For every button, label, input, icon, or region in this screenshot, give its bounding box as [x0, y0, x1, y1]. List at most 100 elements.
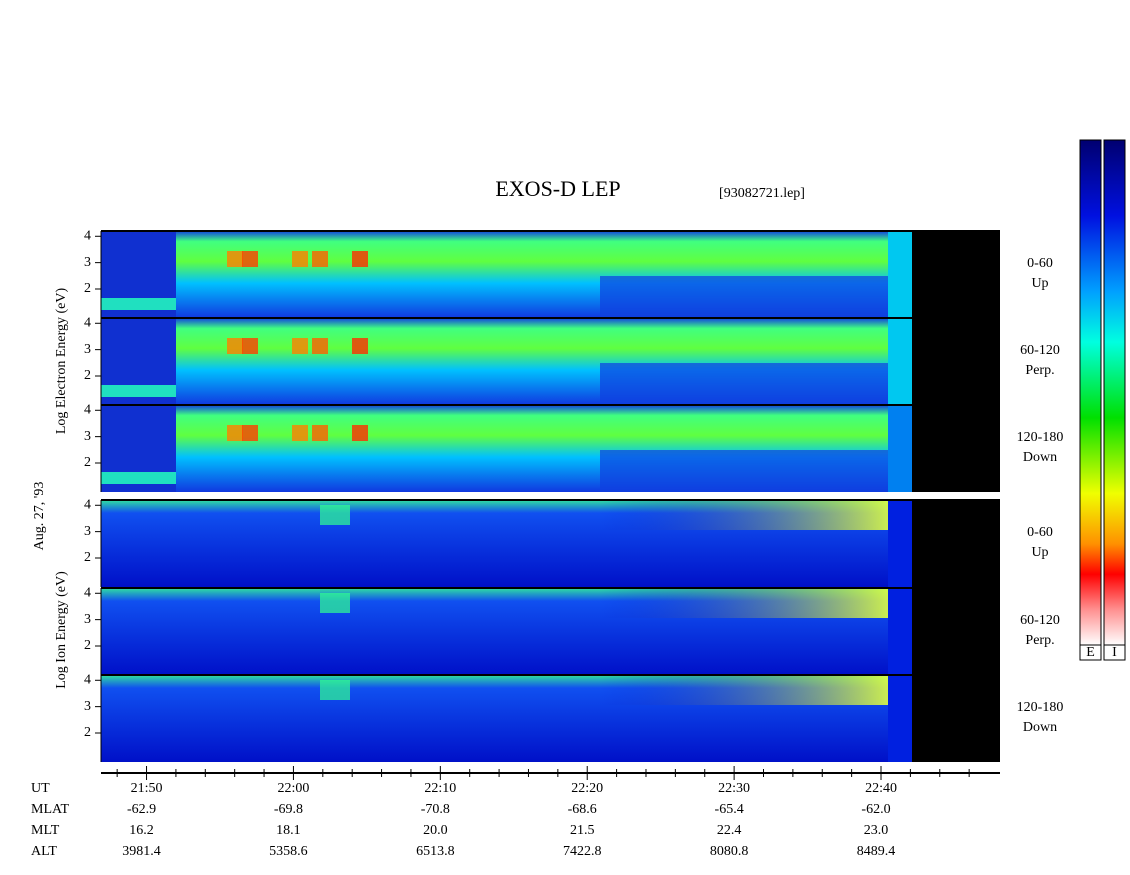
- x-tick-label: 22:40: [865, 781, 897, 796]
- colorbar: [1103, 139, 1126, 646]
- panel-label: Up: [1031, 545, 1048, 560]
- spectrogram: [101, 298, 176, 310]
- spectrogram: [352, 251, 368, 267]
- orbit-value: 21.5: [570, 823, 595, 838]
- orbit-value: 20.0: [423, 823, 448, 838]
- spectrogram-edge: [888, 675, 912, 762]
- y-tick-label: 2: [84, 550, 91, 565]
- spectrogram: [292, 425, 308, 441]
- spectrogram: [600, 500, 888, 530]
- panel-label: 120-180: [1017, 700, 1064, 715]
- colorbar-label: I: [1112, 645, 1117, 660]
- y-tick-label: 4: [84, 228, 91, 243]
- spectrogram: [320, 593, 350, 613]
- panel-label: 60-120: [1020, 613, 1060, 628]
- orbit-value: -69.8: [274, 802, 303, 817]
- y-tick-label: 2: [84, 281, 91, 296]
- orbit-value: 7422.8: [563, 844, 602, 859]
- colorbar: [1079, 139, 1102, 646]
- y-axis-label: Log Electron Energy (eV): [54, 288, 69, 435]
- panel-label: Down: [1023, 450, 1057, 465]
- panel-label: Up: [1031, 276, 1048, 291]
- orbit-value: -70.8: [421, 802, 450, 817]
- spectrogram: [101, 385, 176, 397]
- colorbar-label-box: [1103, 644, 1126, 661]
- orbit-value: -62.9: [127, 802, 156, 817]
- spectrogram: [227, 251, 243, 267]
- spectrogram: [600, 675, 888, 705]
- panel-label: 60-120: [1020, 343, 1060, 358]
- spectrogram: [320, 505, 350, 525]
- y-tick-label: 3: [84, 612, 91, 627]
- spectrogram: [227, 425, 243, 441]
- orbit-value: -65.4: [715, 802, 744, 817]
- spectrogram: [600, 588, 888, 618]
- y-tick-label: 4: [84, 497, 91, 512]
- date-label: Aug. 27, '93: [32, 482, 47, 551]
- spectrogram: [600, 276, 888, 318]
- y-tick-label: 2: [84, 455, 91, 470]
- orbit-value: 22.4: [717, 823, 742, 838]
- colorbar-label-box: [1079, 644, 1102, 661]
- orbit-value: -68.6: [568, 802, 597, 817]
- orbit-row-label: UT: [31, 781, 50, 796]
- y-tick-label: 4: [84, 672, 91, 687]
- chart-subtitle: [93082721.lep]: [719, 186, 805, 201]
- y-tick-label: 4: [84, 315, 91, 330]
- spectrogram: [600, 363, 888, 405]
- spectrogram: [242, 425, 258, 441]
- orbit-value: 3981.4: [122, 844, 161, 859]
- spectrogram: [312, 338, 328, 354]
- y-tick-label: 4: [84, 402, 91, 417]
- x-tick-label: 22:10: [424, 781, 456, 796]
- y-tick-label: 3: [84, 699, 91, 714]
- spectrogram: [320, 680, 350, 700]
- spectrogram: [600, 450, 888, 492]
- orbit-value: 16.2: [129, 823, 154, 838]
- y-tick-label: 2: [84, 368, 91, 383]
- spectrogram-edge: [888, 318, 912, 405]
- colorbar-label: E: [1086, 645, 1095, 660]
- y-tick-label: 2: [84, 638, 91, 653]
- y-tick-label: 3: [84, 429, 91, 444]
- orbit-value: -62.0: [861, 802, 890, 817]
- panel-label: Down: [1023, 720, 1057, 735]
- spectrogram-edge: [888, 588, 912, 675]
- spectrogram: [227, 338, 243, 354]
- x-tick-label: 21:50: [131, 781, 163, 796]
- x-tick-label: 22:30: [718, 781, 750, 796]
- y-tick-label: 3: [84, 255, 91, 270]
- orbit-value: 8080.8: [710, 844, 749, 859]
- y-tick-label: 3: [84, 524, 91, 539]
- spectrogram: [242, 251, 258, 267]
- y-tick-label: 2: [84, 725, 91, 740]
- spectrogram: [292, 338, 308, 354]
- orbit-row-label: ALT: [31, 844, 57, 859]
- orbit-value: 23.0: [864, 823, 889, 838]
- spectrogram-edge: [888, 500, 912, 587]
- panel-label: Perp.: [1025, 633, 1054, 648]
- panel-label: 0-60: [1027, 525, 1053, 540]
- orbit-row-label: MLAT: [31, 802, 70, 817]
- orbit-value: 8489.4: [857, 844, 896, 859]
- y-tick-label: 3: [84, 342, 91, 357]
- orbit-value: 5358.6: [269, 844, 308, 859]
- spectrogram-edge: [888, 405, 912, 492]
- y-tick-label: 4: [84, 585, 91, 600]
- panel-label: 0-60: [1027, 256, 1053, 271]
- spectrogram: [352, 338, 368, 354]
- chart-title: EXOS-D LEP: [495, 176, 620, 201]
- spectrogram: [352, 425, 368, 441]
- spectrogram: [242, 338, 258, 354]
- panel-label: Perp.: [1025, 363, 1054, 378]
- orbit-value: 18.1: [276, 823, 301, 838]
- spectrogram: [312, 251, 328, 267]
- spectrogram: [312, 425, 328, 441]
- x-tick-label: 22:20: [571, 781, 603, 796]
- orbit-value: 6513.8: [416, 844, 455, 859]
- x-tick-label: 22:00: [277, 781, 309, 796]
- spectrogram: [101, 472, 176, 484]
- spectrogram: [292, 251, 308, 267]
- panel-label: 120-180: [1017, 430, 1064, 445]
